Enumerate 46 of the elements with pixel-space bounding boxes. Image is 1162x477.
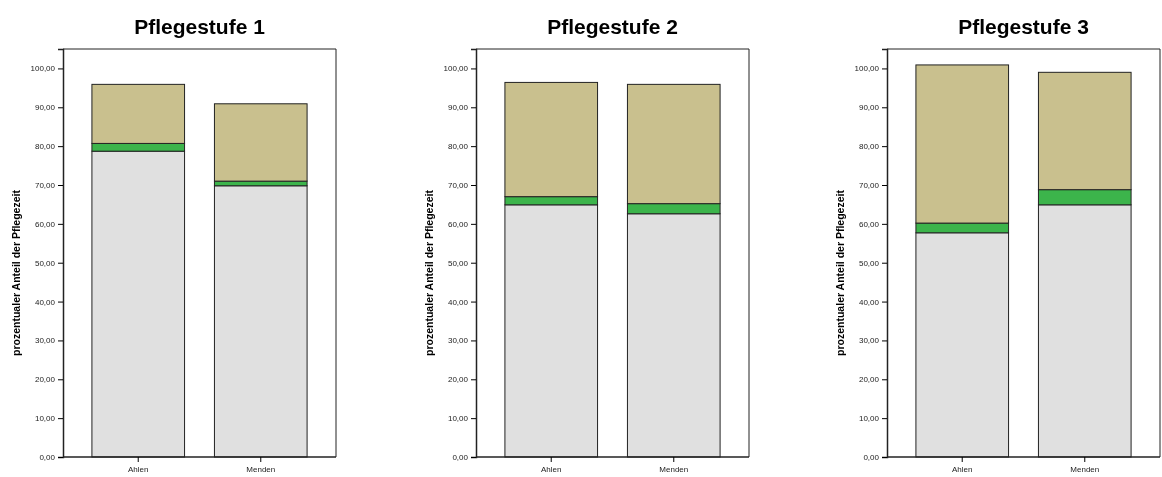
y-tick-label: 100,00	[443, 64, 469, 74]
x-tick-label: Ahlen	[541, 465, 562, 475]
y-tick-label: 60,00	[34, 219, 56, 229]
y-tick-label: 20,00	[858, 375, 880, 385]
x-tick-label: Ahlen	[952, 465, 973, 475]
y-tick-label: 100,00	[854, 64, 880, 74]
x-tick-label: Menden	[246, 465, 276, 475]
x-tick-label: Ahlen	[128, 465, 149, 475]
y-tick-label: 10,00	[34, 414, 56, 424]
y-tick-label: 0,00	[863, 453, 880, 463]
y-tick-label: 70,00	[858, 181, 880, 191]
y-tick-label: 0,00	[452, 453, 469, 463]
y-tick-label: 80,00	[34, 142, 56, 152]
y-tick-label: 70,00	[34, 181, 56, 191]
chart-title: Pflegestufe 1	[134, 15, 266, 38]
y-tick-label: 90,00	[858, 103, 880, 113]
y-tick-label: 50,00	[34, 258, 56, 268]
chart-title: Pflegestufe 3	[958, 15, 1089, 38]
x-tick-label: Menden	[659, 465, 689, 475]
y-tick-label: 0,00	[39, 453, 56, 463]
x-tick-label: Menden	[1070, 465, 1100, 475]
y-tick-label: 90,00	[447, 103, 469, 113]
bar	[213, 103, 308, 182]
y-axis-title: prozentualer Anteil der Pflegezeit	[834, 189, 846, 356]
y-tick-label: 30,00	[858, 336, 880, 346]
y-tick-label: 10,00	[447, 414, 469, 424]
y-tick-label: 10,00	[858, 414, 880, 424]
y-tick-label: 20,00	[34, 375, 56, 385]
y-tick-label: 30,00	[34, 336, 56, 346]
y-tick-label: 40,00	[447, 297, 469, 307]
y-tick-label: 30,00	[447, 336, 469, 346]
chart-title: Pflegestufe 2	[547, 15, 678, 38]
y-tick-label: 50,00	[447, 258, 469, 268]
y-tick-label: 70,00	[447, 181, 469, 191]
y-tick-label: 50,00	[858, 258, 880, 268]
y-tick-label: 80,00	[447, 142, 469, 152]
y-tick-label: 100,00	[30, 64, 56, 74]
y-tick-label: 80,00	[858, 142, 880, 152]
y-tick-label: 40,00	[34, 297, 56, 307]
y-tick-label: 20,00	[447, 375, 469, 385]
y-tick-label: 90,00	[34, 103, 56, 113]
y-tick-label: 60,00	[447, 219, 469, 229]
y-tick-label: 60,00	[858, 219, 880, 229]
y-tick-label: 40,00	[858, 297, 880, 307]
y-axis-title: prozentualer Anteil der Pflegezeit	[10, 189, 22, 356]
y-axis-title: prozentualer Anteil der Pflegezeit	[423, 189, 435, 356]
